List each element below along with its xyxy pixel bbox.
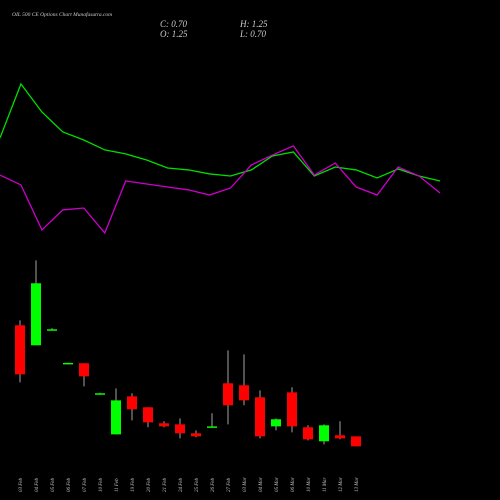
x-tick-label: 03 Mar [243,477,248,492]
indicator-line [0,82,441,182]
x-tick-label: 26 Feb [211,477,216,492]
x-tick-label: 10 Mar [307,477,312,492]
candle-body [351,436,361,447]
candle-body [31,283,41,346]
x-tick-label: 11 Mar [323,477,328,492]
candle-body [63,362,73,365]
candle-body [111,400,121,435]
candle-body [207,426,217,428]
candle-body [15,325,25,375]
candle-body [47,329,57,331]
info-close: C: 0.70 [160,19,188,29]
candle-body [127,396,137,410]
candle-body [95,393,105,395]
x-tick-label: 03 Feb [19,477,24,492]
candle-body [335,435,345,439]
candle-body [79,363,89,377]
info-low: L: 0.70 [239,29,267,39]
candle-body [319,425,329,442]
x-tick-label: 12 Mar [339,477,344,492]
x-tick-label: 06 Mar [291,477,296,492]
candle-body [223,383,233,406]
x-tick-label: 27 Feb [227,477,232,492]
x-tick-label: 05 Feb [51,477,56,492]
x-tick-label: 10 Feb [99,477,104,492]
candle-body [143,407,153,423]
candle-body [271,419,281,427]
x-tick-label: 19 Feb [131,477,136,492]
candle-body [175,424,185,434]
x-tick-label: 07 Feb [83,477,88,492]
candle-body [287,392,297,427]
x-tick-label: 05 Mar [275,477,280,492]
indicator-line [0,145,441,235]
x-tick-label: 04 Feb [35,477,40,492]
candle-body [255,397,265,437]
candle-body [303,427,313,440]
x-tick-label: 21 Feb [163,477,168,492]
x-tick-label: 06 Feb [67,477,72,492]
info-open: O: 1.25 [160,29,188,39]
x-tick-label: 20 Feb [147,477,152,492]
candle-body [191,433,201,437]
x-tick-label: 11 Feb [115,478,120,492]
x-tick-label: 25 Feb [195,477,200,492]
x-tick-label: 13 Mar [355,477,360,492]
candle-body [159,423,169,427]
x-tick-label: 04 Mar [259,477,264,492]
chart-title: OIL 500 CE Options Chart Munafasutra.com [12,11,112,18]
x-tick-label: 24 Feb [179,477,184,492]
candle-body [239,385,249,401]
info-high: H: 1.25 [239,19,268,29]
